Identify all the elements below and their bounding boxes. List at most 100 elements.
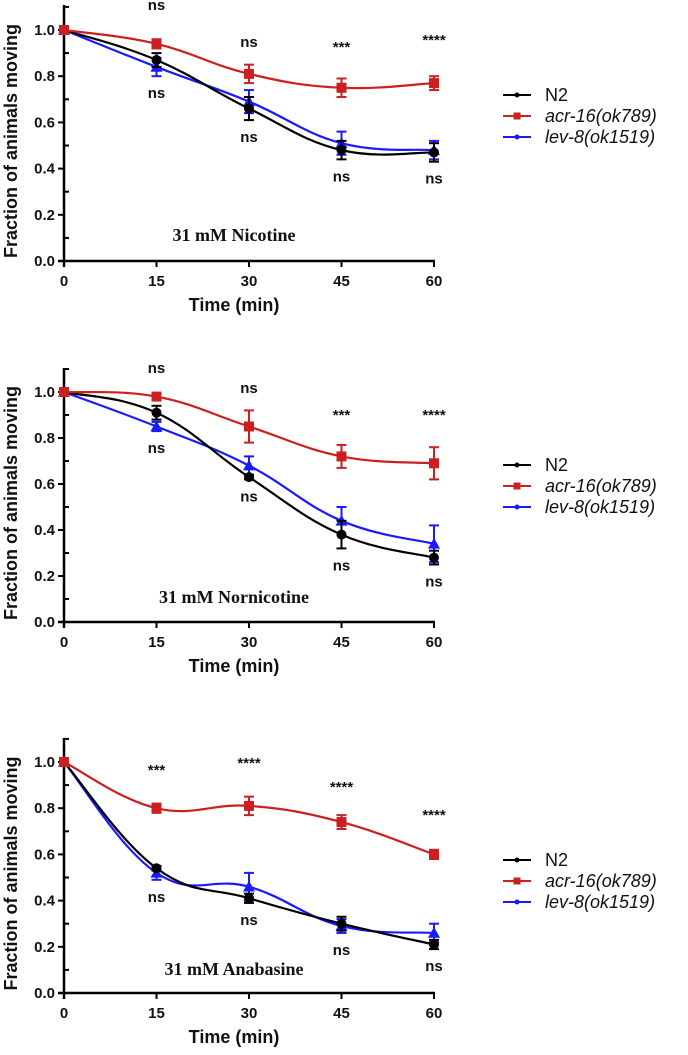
data-point: [336, 529, 347, 540]
legend-marker: [514, 134, 520, 140]
data-point: [151, 391, 162, 402]
x-tick-label: 45: [333, 1005, 350, 1022]
y-tick-label: 0.6: [34, 476, 55, 493]
data-point: [59, 757, 69, 767]
data-point: [429, 552, 439, 563]
data-point: [151, 407, 162, 418]
panel-title: 31 mM Nicotine: [173, 225, 296, 245]
significance-label-top: ****: [422, 407, 446, 424]
legend-label: N2: [545, 850, 568, 870]
significance-label-bottom: ns: [425, 958, 443, 975]
significance-label-bottom: ns: [240, 488, 258, 505]
y-tick-label: 0.8: [34, 800, 55, 817]
y-tick-label: 1.0: [34, 22, 55, 39]
legend-marker: [513, 877, 521, 885]
y-tick-label: 0.0: [34, 253, 55, 270]
data-point: [336, 82, 347, 93]
data-point: [151, 55, 162, 66]
data-point: [429, 458, 439, 469]
significance-label-top: ***: [333, 407, 351, 424]
data-point: [428, 537, 440, 549]
data-point: [429, 849, 439, 860]
legend-label: N2: [545, 455, 568, 475]
significance-label-bottom: ns: [333, 168, 351, 185]
significance-label-top: ns: [148, 0, 166, 14]
x-tick-label: 60: [426, 273, 443, 290]
panel-1: 0.0 0.2 0.4 0.6 0.8 1.0 0 15 30 45 60 Time (min) Fra…: [1, 0, 657, 315]
y-axis-title: Fraction of animals moving: [1, 386, 21, 620]
data-point: [336, 145, 347, 156]
y-tick-label: 0.2: [34, 939, 55, 956]
data-point: [336, 918, 347, 929]
y-axis-title: Fraction of animals moving: [1, 24, 21, 258]
significance-label-bottom: ns: [148, 440, 166, 457]
legend-marker: [514, 899, 520, 905]
significance-label-top: ****: [237, 755, 261, 772]
significance-label-top: ****: [330, 779, 354, 796]
data-point: [336, 451, 347, 462]
legend-label: acr-16(ok789): [545, 106, 657, 126]
significance-label-bottom: ns: [333, 557, 351, 574]
panel-title: 31 mM Nornicotine: [159, 587, 309, 607]
y-tick-label: 0.4: [34, 522, 56, 539]
legend-marker: [513, 482, 521, 490]
panel-2: 0.0 0.2 0.4 0.6 0.8 1.0 0 15 30 45 60 Time (min) Fra…: [1, 360, 657, 676]
y-tick-label: 0.2: [34, 207, 55, 224]
significance-label-top: ****: [422, 32, 446, 49]
data-point: [428, 926, 440, 938]
legend-label: lev-8(ok1519): [545, 892, 655, 912]
y-tick-label: 0.8: [34, 68, 55, 85]
x-tick-label: 15: [148, 634, 165, 651]
data-point: [244, 103, 254, 114]
significance-label-bottom: ns: [425, 171, 443, 188]
legend-label: lev-8(ok1519): [545, 497, 655, 517]
legend-label: N2: [545, 85, 568, 105]
x-axis-title: Time (min): [189, 1027, 280, 1047]
data-point: [429, 147, 439, 158]
legend-label: acr-16(ok789): [545, 871, 657, 891]
panel-title: 31 mM Anabasine: [164, 959, 303, 979]
data-point: [59, 25, 69, 35]
legend-marker: [514, 857, 520, 863]
significance-label-top: ****: [422, 807, 446, 824]
x-tick-label: 0: [60, 634, 68, 651]
data-point: [150, 420, 163, 432]
data-point: [151, 38, 162, 49]
x-axis-title: Time (min): [189, 295, 280, 315]
data-point: [243, 459, 255, 471]
data-point: [429, 78, 439, 89]
significance-label-bottom: ns: [240, 912, 258, 929]
data-point: [244, 68, 254, 79]
x-tick-label: 30: [241, 634, 258, 651]
y-tick-label: 0.8: [34, 430, 55, 447]
legend-marker: [513, 112, 521, 120]
series-acr-16(ok789): [59, 387, 439, 481]
x-tick-label: 60: [426, 1005, 443, 1022]
significance-label-bottom: ns: [333, 942, 351, 959]
y-tick-label: 1.0: [34, 754, 55, 771]
x-tick-label: 30: [241, 273, 258, 290]
x-tick-label: 60: [426, 634, 443, 651]
legend-marker: [514, 504, 520, 510]
data-point: [151, 803, 162, 814]
series-acr-16(ok789): [59, 757, 439, 861]
significance-label-top: ns: [240, 34, 258, 51]
significance-label-top: ***: [333, 39, 351, 56]
data-point: [59, 387, 69, 397]
series-N2: [59, 387, 439, 566]
data-point: [244, 800, 254, 811]
x-tick-label: 15: [148, 1005, 165, 1022]
x-tick-label: 45: [333, 634, 350, 651]
series-line: [63, 761, 435, 935]
data-point: [336, 817, 347, 828]
y-tick-label: 0.0: [34, 614, 55, 631]
y-tick-label: 0.6: [34, 114, 55, 131]
significance-label-top: ***: [148, 762, 166, 779]
data-point: [244, 421, 254, 432]
data-point: [151, 863, 162, 874]
legend-label: lev-8(ok1519): [545, 127, 655, 147]
x-tick-label: 45: [333, 273, 350, 290]
